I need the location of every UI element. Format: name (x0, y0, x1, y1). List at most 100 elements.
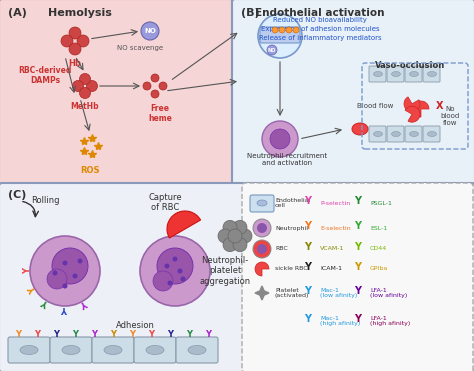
Circle shape (267, 45, 277, 55)
Text: Release of inflammatory mediators: Release of inflammatory mediators (259, 35, 381, 41)
Circle shape (173, 256, 177, 262)
Text: Platelet
(activated): Platelet (activated) (275, 288, 310, 298)
Text: Y: Y (304, 314, 311, 324)
Text: Y: Y (27, 285, 38, 294)
Text: Rolling: Rolling (31, 196, 59, 205)
Text: Hemolysis: Hemolysis (48, 8, 112, 18)
Text: Y: Y (355, 286, 362, 296)
Text: Neutrophil: Neutrophil (275, 226, 308, 230)
Circle shape (69, 27, 81, 39)
FancyBboxPatch shape (242, 183, 473, 371)
Text: Y: Y (34, 330, 40, 339)
Text: Blood flow: Blood flow (357, 103, 393, 109)
Circle shape (293, 27, 299, 33)
FancyBboxPatch shape (92, 337, 134, 363)
Circle shape (164, 263, 170, 269)
FancyBboxPatch shape (405, 66, 422, 82)
Text: Endothelial activation: Endothelial activation (255, 8, 385, 18)
Text: CD44: CD44 (370, 246, 387, 252)
Text: VCAM-1: VCAM-1 (320, 246, 345, 252)
Circle shape (73, 81, 83, 92)
Circle shape (228, 229, 242, 243)
Text: NO scavenge: NO scavenge (117, 45, 163, 51)
Circle shape (151, 74, 159, 82)
Wedge shape (405, 106, 420, 122)
Polygon shape (255, 286, 269, 300)
Circle shape (286, 27, 292, 33)
Text: Mac-1
(low afinity): Mac-1 (low afinity) (320, 288, 357, 298)
FancyBboxPatch shape (232, 0, 474, 186)
Text: Y: Y (205, 330, 211, 339)
Wedge shape (255, 262, 269, 276)
Text: Adhesion: Adhesion (116, 321, 155, 330)
FancyBboxPatch shape (369, 126, 386, 142)
Text: ROS: ROS (80, 166, 100, 175)
Circle shape (141, 22, 159, 40)
FancyBboxPatch shape (387, 126, 404, 142)
FancyBboxPatch shape (387, 66, 404, 82)
Circle shape (223, 238, 237, 252)
Text: Capture
of RBC: Capture of RBC (148, 193, 182, 213)
Circle shape (272, 27, 278, 33)
Ellipse shape (20, 345, 38, 355)
Ellipse shape (428, 72, 437, 76)
Circle shape (47, 269, 67, 289)
Circle shape (53, 270, 57, 276)
Text: NO: NO (268, 47, 276, 53)
Circle shape (80, 88, 91, 98)
Text: Y: Y (186, 330, 192, 339)
Circle shape (73, 273, 78, 279)
Circle shape (270, 129, 290, 149)
FancyBboxPatch shape (8, 337, 50, 363)
Circle shape (181, 276, 185, 282)
Ellipse shape (410, 131, 419, 137)
Text: Vaso-occlusion: Vaso-occlusion (375, 61, 445, 70)
Text: Y: Y (355, 314, 362, 324)
Text: X: X (436, 101, 444, 111)
Circle shape (80, 73, 91, 85)
Circle shape (167, 280, 173, 286)
Ellipse shape (374, 131, 383, 137)
Text: Y: Y (355, 242, 362, 252)
Text: Y: Y (91, 330, 97, 339)
Text: Y: Y (355, 262, 362, 272)
Ellipse shape (374, 72, 383, 76)
Circle shape (52, 248, 88, 284)
Text: Y: Y (79, 298, 88, 308)
Ellipse shape (392, 131, 401, 137)
Circle shape (257, 223, 267, 233)
Circle shape (61, 35, 73, 47)
Circle shape (159, 82, 167, 90)
Text: Y: Y (148, 330, 154, 339)
Text: GPIba: GPIba (370, 266, 388, 272)
Text: RBC: RBC (275, 246, 288, 252)
Text: Y: Y (24, 268, 33, 274)
Circle shape (233, 238, 247, 252)
Text: Neutrophil-
platelet
aggregation: Neutrophil- platelet aggregation (200, 256, 251, 286)
Circle shape (238, 229, 252, 243)
Circle shape (258, 14, 302, 58)
FancyBboxPatch shape (423, 126, 440, 142)
Text: Y: Y (355, 221, 362, 231)
Ellipse shape (352, 123, 368, 135)
Text: Y: Y (355, 196, 362, 206)
Text: Y: Y (304, 242, 311, 252)
Circle shape (63, 260, 67, 266)
Text: MetHb: MetHb (71, 102, 100, 111)
Circle shape (153, 271, 173, 291)
Text: Y: Y (304, 221, 311, 231)
Text: (A): (A) (8, 8, 27, 18)
Circle shape (157, 248, 193, 284)
Text: Y: Y (72, 330, 78, 339)
Text: Y: Y (129, 330, 135, 339)
Wedge shape (167, 211, 201, 238)
Wedge shape (404, 97, 420, 112)
Circle shape (279, 27, 285, 33)
Ellipse shape (104, 345, 122, 355)
Ellipse shape (392, 72, 401, 76)
FancyBboxPatch shape (369, 66, 386, 82)
Circle shape (151, 90, 159, 98)
Circle shape (30, 236, 100, 306)
FancyBboxPatch shape (260, 27, 300, 43)
Circle shape (140, 236, 210, 306)
